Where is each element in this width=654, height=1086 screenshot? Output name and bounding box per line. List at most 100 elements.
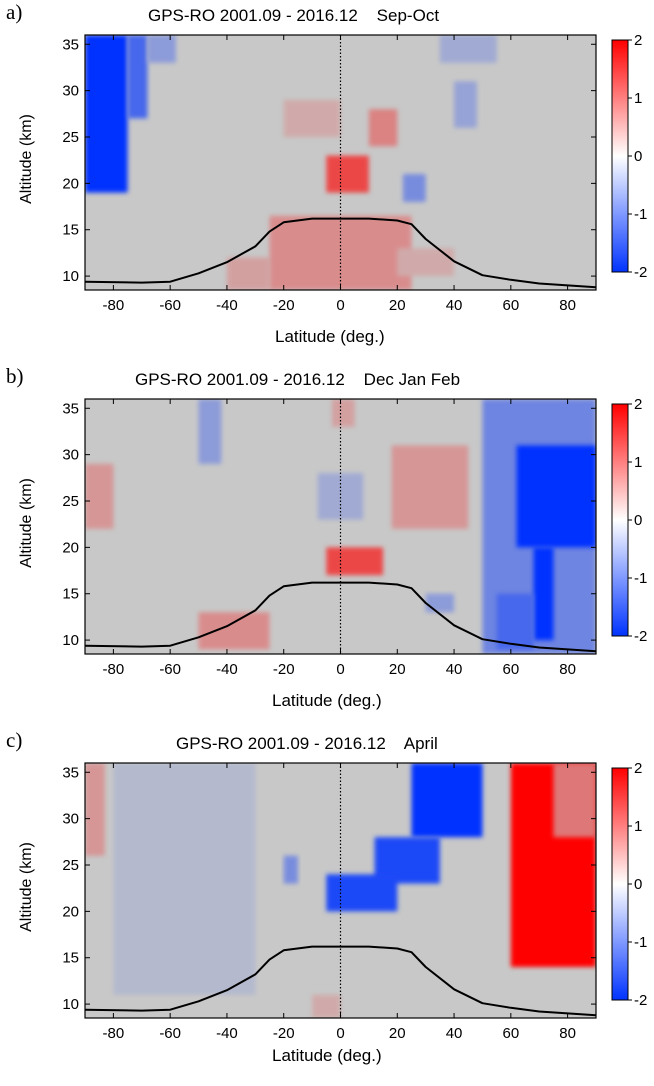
anomaly-layer	[85, 35, 497, 290]
colorbar	[611, 403, 629, 637]
x-tick-label: -80	[103, 661, 125, 678]
colorbar	[611, 39, 629, 273]
anomaly-cell	[553, 763, 596, 838]
x-tick-label: 80	[559, 661, 576, 678]
colorbar-tick-label: -2	[634, 264, 647, 281]
anomaly-cell	[331, 399, 355, 427]
anomaly-cell	[283, 99, 341, 137]
anomaly-cell	[496, 593, 534, 650]
y-tick-label: 25	[62, 493, 79, 510]
colorbar-tick-label: 0	[634, 148, 642, 165]
tropopause-line	[84, 217, 597, 289]
anomaly-cell	[368, 109, 398, 147]
colorbar-tick-label: -1	[634, 934, 647, 951]
y-tick-label: 20	[62, 539, 79, 556]
anomaly-cell	[198, 399, 222, 464]
panel-letter: c)	[6, 728, 23, 752]
y-tick-label: 25	[62, 857, 79, 874]
y-tick-label: 10	[62, 268, 79, 285]
x-tick-label: -40	[216, 661, 238, 678]
tropopause-line	[84, 945, 597, 1017]
x-tick-label: 0	[336, 297, 344, 314]
x-tick-label: -60	[159, 297, 181, 314]
colorbar-tick-label: 1	[634, 90, 642, 107]
chart-title: GPS-RO 2001.09 - 2016.12 Sep-Oct	[148, 6, 440, 25]
anomaly-cell	[283, 855, 298, 884]
anomaly-cell	[147, 35, 176, 63]
y-tick-label: 20	[62, 175, 79, 192]
panel-letter: a)	[6, 0, 23, 24]
x-tick-label: 60	[502, 1025, 519, 1042]
x-tick-label: -80	[103, 297, 125, 314]
anomaly-cell	[113, 763, 256, 995]
x-tick-label: -20	[273, 297, 295, 314]
y-tick-label: 35	[62, 400, 79, 417]
colorbar-tick-label: -1	[634, 570, 647, 587]
anomaly-cell	[402, 174, 426, 202]
x-tick-label: -60	[159, 1025, 181, 1042]
anomaly-cell	[391, 445, 469, 529]
colorbar-tick-label: -1	[634, 206, 647, 223]
colorbar-tick-label: 1	[634, 818, 642, 835]
y-tick-label: 30	[62, 447, 79, 464]
x-tick-label: -20	[273, 1025, 295, 1042]
y-tick-label: 25	[62, 129, 79, 146]
anomaly-cell	[127, 35, 148, 119]
tropopause-line	[84, 581, 597, 653]
y-tick-label: 10	[62, 632, 79, 649]
x-tick-label: 40	[446, 297, 463, 314]
colorbar-tick-label: -2	[634, 992, 647, 1009]
anomaly-cell	[326, 547, 384, 576]
anomaly-cell	[425, 593, 455, 613]
anomaly-cell	[85, 463, 114, 529]
x-axis-label: Latitude (deg.)	[272, 1046, 382, 1065]
x-tick-label: -40	[216, 1025, 238, 1042]
x-tick-label: 0	[336, 661, 344, 678]
y-tick-label: 30	[62, 83, 79, 100]
x-tick-label: 20	[389, 1025, 406, 1042]
x-axis-label: Latitude (deg.)	[275, 327, 385, 346]
anomaly-cell	[454, 81, 477, 128]
y-tick-label: 15	[62, 222, 79, 239]
x-tick-label: -80	[103, 1025, 125, 1042]
colorbar-tick-label: 2	[634, 760, 642, 777]
x-tick-label: -20	[273, 661, 295, 678]
x-tick-label: 20	[389, 297, 406, 314]
y-tick-label: 20	[62, 903, 79, 920]
panel-letter: b)	[6, 364, 24, 388]
x-tick-label: 40	[446, 661, 463, 678]
colorbar-tick-label: 0	[634, 876, 642, 893]
anomaly-cell	[411, 763, 483, 838]
colorbar-tick-label: -2	[634, 628, 647, 645]
y-tick-label: 15	[62, 950, 79, 967]
anomaly-cell	[312, 994, 341, 1018]
chart-title: GPS-RO 2001.09 - 2016.12 April	[176, 734, 438, 753]
y-tick-label: 35	[62, 764, 79, 781]
anomaly-cell	[226, 257, 270, 290]
y-tick-label: 10	[62, 996, 79, 1013]
anomaly-cell	[85, 35, 128, 193]
x-tick-label: 80	[559, 1025, 576, 1042]
colorbar	[611, 767, 629, 1001]
chart-title: GPS-RO 2001.09 - 2016.12 Dec Jan Feb	[135, 370, 461, 389]
x-tick-label: 60	[502, 661, 519, 678]
colorbar-tick-label: 2	[634, 396, 642, 413]
panel-a: a) GPS-RO 2001.09 - 2016.12 Sep-Oct Alti…	[0, 0, 654, 358]
colorbar-tick-label: 1	[634, 454, 642, 471]
x-tick-label: 40	[446, 1025, 463, 1042]
x-tick-label: 80	[559, 297, 576, 314]
x-tick-label: 20	[389, 661, 406, 678]
y-tick-label: 30	[62, 811, 79, 828]
colorbar-tick-label: 0	[634, 512, 642, 529]
x-tick-label: -40	[216, 297, 238, 314]
x-tick-label: 0	[336, 1025, 344, 1042]
panel-c: c) GPS-RO 2001.09 - 2016.12 April Altitu…	[0, 728, 654, 1086]
anomaly-cell	[397, 248, 455, 277]
anomaly-cell	[198, 612, 270, 650]
anomaly-cell	[85, 763, 105, 856]
x-axis-label: Latitude (deg.)	[272, 691, 382, 710]
y-tick-label: 15	[62, 586, 79, 603]
